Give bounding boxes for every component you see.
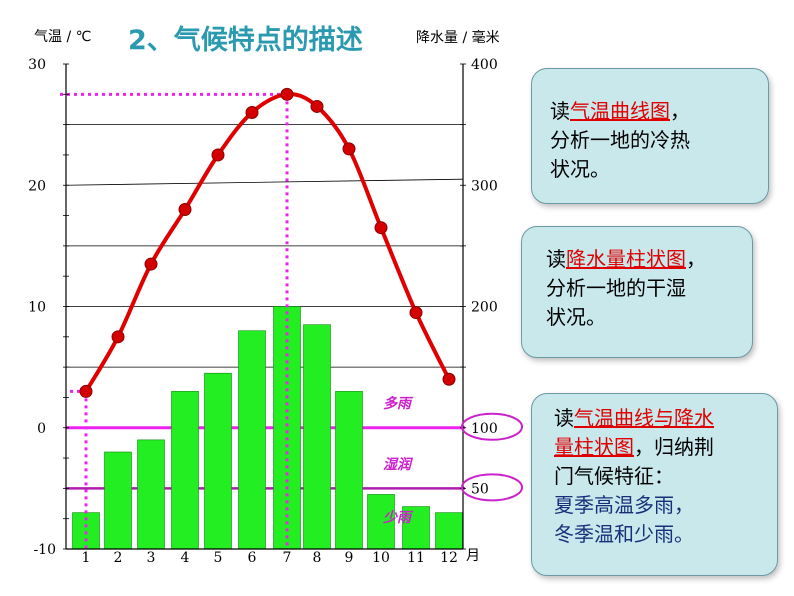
box3-line5: 冬季温和少雨。 [554,522,694,546]
box3-line4: 夏季高温多雨， [554,493,694,517]
precip-bar [435,512,463,550]
x-tick-label: 10 [372,550,390,566]
x-tick-label: 1 [82,550,91,566]
x-tick-label: 3 [147,550,156,566]
temperature-point [144,257,158,271]
box1-prefix: 读 [550,99,570,123]
annotation-dry: 少雨 [383,509,414,526]
guide-lines [60,92,289,549]
precip-bar [402,506,430,550]
left-tick-label: 10 [28,300,46,316]
precip-bar [273,306,301,550]
box1-suffix: ， [670,99,690,123]
box3-highlight-a: 气温曲线与降水 [574,406,714,430]
annotation-humid: 湿润 [383,456,414,473]
box1-highlight: 气温曲线图 [570,99,670,123]
grid-line [65,178,464,186]
temperature-point [111,330,125,344]
box3-line3: 门气候特征： [554,464,674,488]
right-axis-label: 降水量 / 毫米 [416,30,500,46]
box3-highlight-b: 量柱状图 [554,435,634,459]
box2-line2: 分析一地的干湿 [546,276,686,300]
temperature-point [442,372,456,386]
x-tick-label: 8 [313,550,322,566]
box2-line3: 状况。 [546,305,606,329]
temperature-point [374,221,388,235]
x-unit-label: 月 [466,548,480,564]
temperature-curve [79,87,456,398]
right-tick-label: 200 [471,300,498,316]
temperature-point [211,148,225,162]
temperature-point [79,384,93,398]
temperature-point [342,142,356,156]
right-tick-label: 300 [471,178,498,194]
box1-line3: 状况。 [550,157,610,181]
precipitation-bars [72,306,463,550]
ref-mark-label: 100 [471,421,498,437]
x-tick-label: 12 [440,550,458,566]
precip-bar [137,439,165,550]
temperature-point [310,99,324,113]
note-box-precipitation: 读降水量柱状图， 分析一地的干湿 状况。 [521,226,753,358]
chart-title: 2、气候特点的描述 [128,25,363,56]
precip-bar [238,330,266,550]
ref-mark-ellipse [461,412,523,441]
temperature-point [245,106,259,119]
box2-highlight: 降水量柱状图 [566,247,686,271]
temperature-point [280,87,294,101]
precip-bar [171,391,199,550]
left-tick-label: 0 [37,421,46,437]
left-axis-label: 气温 / ℃ [34,29,92,45]
precip-bar [104,451,132,550]
ref-mark-label: 50 [471,481,489,497]
precip-bar [204,372,232,550]
box3-suffix: ，归纳荆 [634,435,714,459]
temperature-point [178,203,192,216]
precip-bar [303,324,331,550]
note-box-summary: 读气温曲线与降水 量柱状图，归纳荆 门气候特征： 夏季高温多雨， 冬季温和少雨。 [531,393,778,576]
axes [63,63,466,550]
temperature-line [84,92,451,393]
left-tick-label: 20 [28,178,46,194]
ref-mark-ellipse [461,473,523,502]
x-tick-label: 7 [283,550,292,566]
x-tick-label: 11 [407,550,425,566]
box3-prefix: 读 [554,406,574,430]
box2-suffix: ， [686,247,706,271]
x-tick-label: 4 [181,550,190,566]
right-tick-label: 400 [471,57,498,73]
precip-bar [367,494,395,550]
left-tick-label: -10 [33,542,56,558]
x-tick-label: 9 [345,550,354,566]
left-tick-label: 30 [28,57,46,73]
x-tick-label: 5 [214,550,223,566]
box2-prefix: 读 [546,247,566,271]
temperature-point [409,306,423,320]
x-tick-label: 6 [248,550,257,566]
box1-line2: 分析一地的冷热 [550,128,690,152]
note-box-temperature: 读气温曲线图， 分析一地的冷热 状况。 [531,68,769,204]
annotation-wet: 多雨 [383,395,414,412]
precip-bar [335,391,363,550]
x-tick-label: 2 [114,550,123,566]
